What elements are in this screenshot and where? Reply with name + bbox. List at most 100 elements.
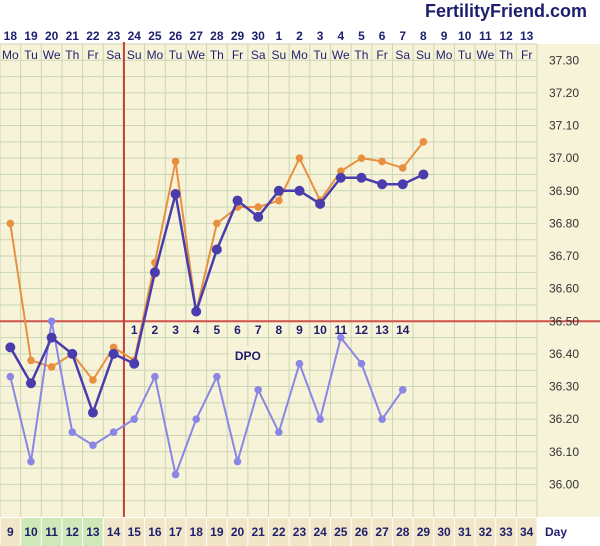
weekday-label: Mo [436,48,453,62]
data-point-primary [25,378,36,389]
data-point-primary [418,169,429,180]
data-point-primary [191,306,202,317]
series-line-light [9,320,404,476]
dpo-label-bg [229,346,266,364]
dpo-number: 1 [131,323,138,337]
weekday-label: Su [416,48,431,62]
cycle-day-cell [351,518,372,546]
cycle-day-label: 22 [272,525,286,539]
weekday-label: Su [127,48,142,62]
cycle-day-cell [289,518,310,546]
y-tick-label: 37.20 [549,86,579,100]
date-header: 18 19 20 21 22 23 24 25 26 27 28 29 30 1 2 3 4 5 6 7 8 9 10 11 1… [2,29,534,62]
cycle-day-cell [165,518,186,546]
weekday-label: Fr [87,48,98,62]
date-label: 9 [441,29,448,43]
weekday-label: Th [210,48,224,62]
cycle-day-cell [248,518,268,546]
date-label: 24 [128,29,142,43]
date-label: 8 [420,29,427,43]
data-point-light [316,415,324,423]
weekday-label: Tu [458,48,472,62]
data-point-primary [46,332,57,343]
data-point-primary [108,348,119,359]
data-point-primary [232,195,243,206]
cycle-day-label: 11 [45,525,58,539]
y-tick-label: 36.20 [549,412,579,426]
date-label: 4 [337,29,344,43]
date-label: 19 [24,29,38,43]
date-label: 11 [479,29,492,43]
dpo-number: 12 [355,323,369,337]
weekday-label: Tu [169,48,183,62]
cycle-day-label: 34 [520,525,534,539]
cycle-day-label: 23 [293,525,307,539]
date-label: 1 [275,29,282,43]
date-label: 13 [520,29,534,43]
site-brand[interactable]: FertilityFriend.com [425,1,587,21]
cycle-day-label: 27 [375,525,389,539]
data-point-light [378,415,386,423]
y-tick-label: 36.30 [549,380,579,394]
dpo-number: 6 [234,323,241,337]
dpo-number: 14 [396,323,410,337]
series-light [6,317,407,479]
cycle-day-label: 28 [396,525,410,539]
cycle-day-label: 33 [499,525,513,539]
weekday-label: Th [354,48,368,62]
date-label: 6 [379,29,386,43]
date-label: 22 [86,29,100,43]
weekday-label: We [187,48,205,62]
dpo-number: 4 [193,323,200,337]
date-label: 26 [169,29,183,43]
data-point-primary [315,198,326,209]
dpo-number: 2 [152,323,159,337]
data-point-primary [335,172,346,183]
day-axis-label: Day [545,525,567,539]
data-point-primary [5,342,16,353]
data-point-orange [357,154,366,162]
cycle-day-cell [310,518,330,546]
dpo-number: 5 [214,323,221,337]
data-point-primary [294,185,305,196]
data-point-primary [377,179,388,190]
cycle-day-cell [516,518,537,546]
date-label: 20 [45,29,59,43]
data-point-primary [67,348,78,359]
weekday-label: Tu [24,48,38,62]
y-tick-label: 36.60 [549,282,579,296]
series-layer [5,138,429,479]
cycle-day-cell [0,518,21,546]
date-label: 30 [251,29,265,43]
data-point-light [27,457,35,466]
weekday-label: Sa [106,48,121,62]
dpo-number: 8 [275,323,282,337]
cycle-day-cell [496,518,516,546]
cycle-day-cell [145,518,165,546]
cycle-day-label: 29 [417,525,431,539]
date-label: 29 [231,29,245,43]
date-label: 7 [399,29,406,43]
dpo-number: 3 [172,323,179,337]
data-point-light [89,441,97,450]
cycle-day-cell [83,518,103,546]
y-tick-label: 36.70 [549,249,579,263]
data-point-light [275,428,283,436]
data-point-orange [171,157,180,166]
data-point-light [130,415,139,423]
cycle-day-label: 31 [458,525,472,539]
cycle-day-label: 18 [190,525,204,539]
data-point-light [47,317,56,326]
weekday-label: Fr [232,48,243,62]
y-tick-label: 36.10 [549,445,579,459]
data-point-light [6,372,15,381]
data-point-light [398,385,407,394]
y-tick-label: 37.10 [549,119,579,133]
cycle-day-cell [372,518,392,546]
cycle-day-cell [475,518,496,546]
y-tick-label: 36.80 [549,216,579,230]
date-label: 18 [4,29,18,43]
date-label: 28 [210,29,224,43]
cycle-day-cell [454,518,475,546]
data-point-light [233,457,242,466]
